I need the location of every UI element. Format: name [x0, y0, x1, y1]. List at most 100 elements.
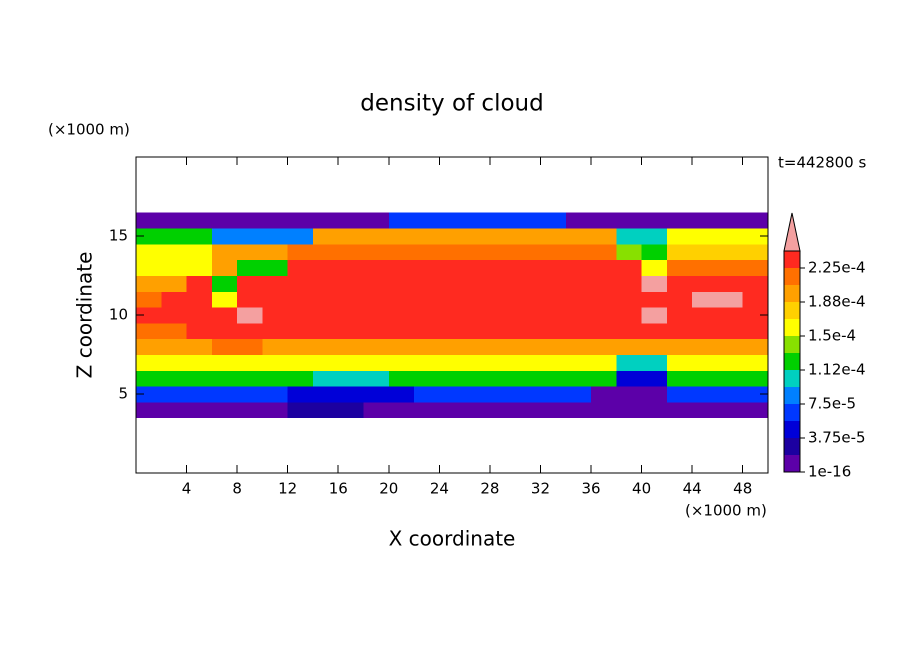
contour-cell	[237, 212, 263, 229]
contour-cell	[237, 259, 263, 276]
contour-cell	[717, 370, 744, 387]
contour-cell	[717, 401, 744, 419]
contour-cell	[186, 243, 213, 261]
contour-cell	[388, 401, 415, 419]
contour-cell	[464, 259, 491, 276]
contour-cell	[161, 401, 188, 419]
contour-cell	[338, 228, 365, 245]
contour-cell	[186, 307, 213, 324]
contour-cell	[161, 228, 188, 245]
contour-cell	[666, 370, 693, 387]
contour-cell	[515, 243, 541, 261]
contour-cell	[515, 354, 541, 371]
contour-cell	[363, 291, 390, 308]
contour-cell	[287, 212, 314, 229]
contour-cell	[666, 307, 693, 324]
contour-cell	[338, 322, 365, 340]
contour-cell	[591, 386, 617, 403]
contour-cell	[540, 307, 567, 324]
contour-cell	[464, 354, 491, 371]
x-tick-label: 16	[329, 480, 348, 498]
contour-cell	[489, 259, 516, 276]
x-tick-label: 32	[531, 480, 550, 498]
contour-cell	[136, 401, 162, 419]
contour-cell	[540, 354, 567, 371]
contour-cell	[388, 386, 415, 403]
colorbar-segment	[784, 370, 800, 387]
contour-cell	[616, 338, 643, 355]
contour-cell	[591, 401, 617, 419]
contour-cell	[338, 354, 365, 371]
contour-cell	[692, 291, 718, 308]
contour-cell	[692, 307, 718, 324]
contour-cell	[464, 322, 491, 340]
contour-cell	[363, 322, 390, 340]
contour-cell	[287, 228, 314, 245]
colorbar-tick-label: 3.75e-5	[808, 429, 866, 447]
y-axis-label: Z coordinate	[73, 252, 97, 379]
contour-cell	[692, 322, 718, 340]
contour-cell	[439, 212, 466, 229]
colorbar-segment	[784, 268, 800, 285]
contour-cell	[211, 212, 238, 229]
contour-cell	[287, 401, 314, 419]
contour-cell	[186, 370, 213, 387]
contour-cell	[641, 354, 668, 371]
contour-cell	[666, 322, 693, 340]
contour-cell	[338, 386, 365, 403]
contour-cell	[742, 386, 769, 403]
contour-cell	[742, 307, 769, 324]
contour-cell	[211, 228, 238, 245]
colorbar-segment	[784, 455, 800, 472]
contour-cell	[489, 275, 516, 292]
contour-cell	[666, 291, 693, 308]
contour-cell	[262, 338, 289, 355]
contour-cell	[312, 243, 339, 261]
contour-cell	[515, 259, 541, 276]
contour-cell	[565, 386, 592, 403]
annotation: t=442800 s	[778, 154, 866, 172]
contour-cell	[591, 275, 617, 292]
contour-cell	[136, 259, 162, 276]
contour-cell	[388, 338, 415, 355]
contour-cell	[287, 259, 314, 276]
contour-cell	[186, 275, 213, 292]
contour-cell	[515, 401, 541, 419]
contour-cell	[414, 228, 440, 245]
contour-cell	[591, 228, 617, 245]
contour-cell	[161, 338, 188, 355]
contour-cell	[136, 370, 162, 387]
contour-cell	[338, 243, 365, 261]
contour-cell	[540, 259, 567, 276]
contour-cell	[439, 291, 466, 308]
contour-cell	[591, 354, 617, 371]
contour-cell	[464, 401, 491, 419]
contour-cell	[211, 291, 238, 308]
contour-cell	[439, 243, 466, 261]
contour-cell	[692, 212, 718, 229]
contour-cell	[565, 228, 592, 245]
contour-cell	[464, 275, 491, 292]
contour-cell	[338, 370, 365, 387]
contour-cell	[237, 275, 263, 292]
contour-cell	[591, 322, 617, 340]
contour-cell	[565, 243, 592, 261]
contour-cell	[565, 354, 592, 371]
x-axis-label: X coordinate	[389, 527, 516, 551]
contour-cell	[641, 259, 668, 276]
contour-cell	[565, 322, 592, 340]
contour-cell	[363, 307, 390, 324]
contour-cell	[262, 322, 289, 340]
colorbar-segment	[784, 251, 800, 268]
contour-cell	[414, 322, 440, 340]
x-tick-label: 20	[379, 480, 398, 498]
contour-cell	[363, 386, 390, 403]
contour-cell	[591, 212, 617, 229]
contour-cell	[363, 228, 390, 245]
colorbar-segment	[784, 438, 800, 455]
contour-cell	[666, 259, 693, 276]
contour-cell	[742, 354, 769, 371]
contour-cell	[161, 259, 188, 276]
contour-cell	[414, 354, 440, 371]
contour-cell	[540, 401, 567, 419]
